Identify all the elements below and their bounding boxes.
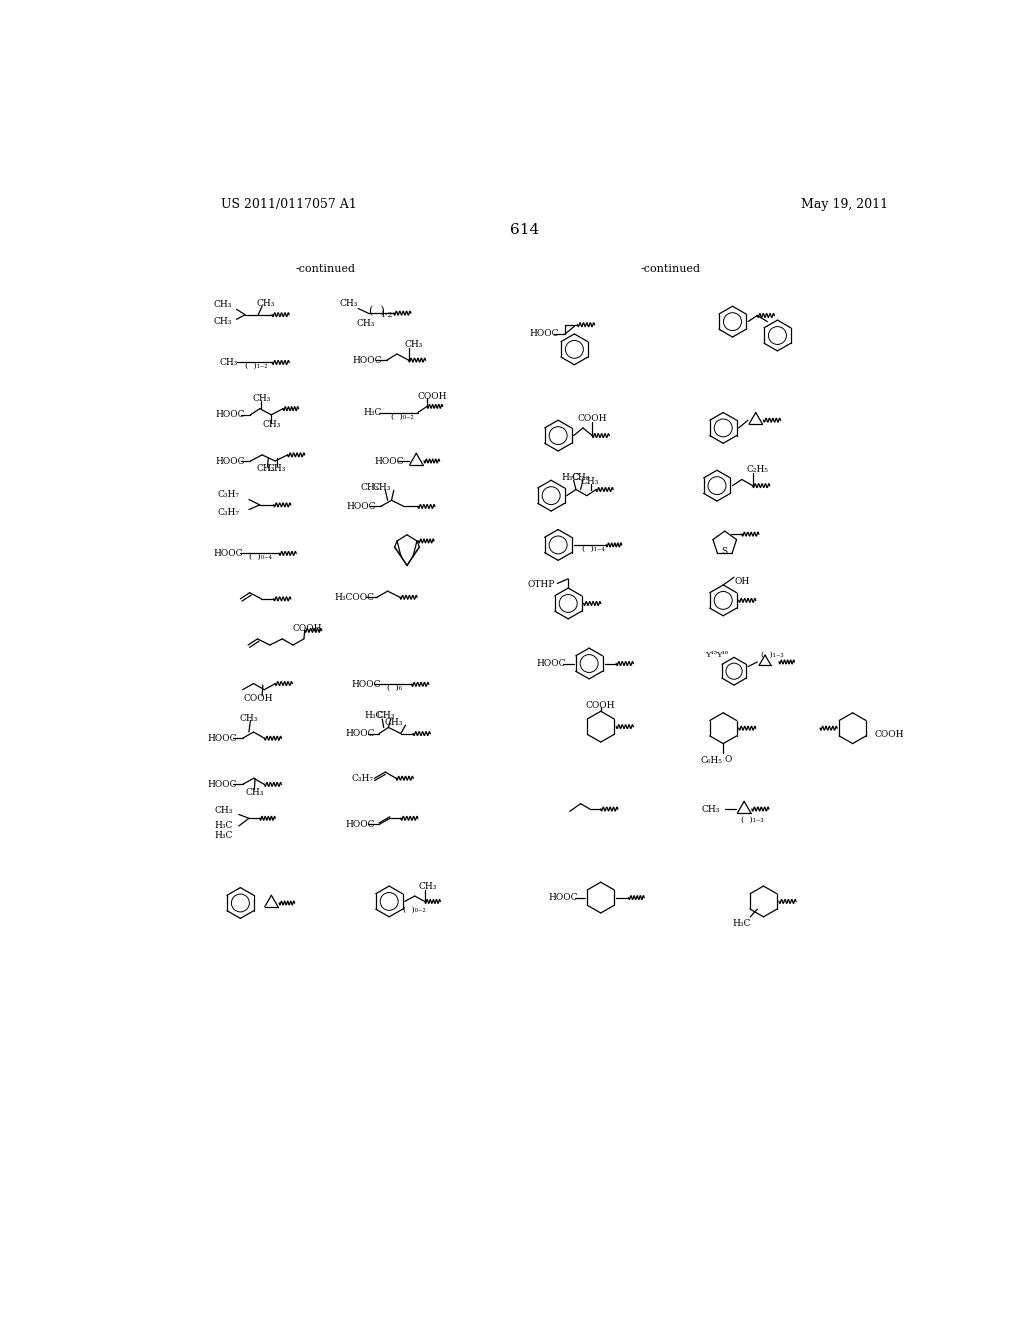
Text: COOH: COOH [292, 623, 322, 632]
Text: CH₃: CH₃ [214, 807, 232, 814]
Text: HOOC: HOOC [537, 659, 566, 668]
Text: CH₃: CH₃ [213, 317, 231, 326]
Text: HOOC: HOOC [345, 729, 375, 738]
Text: H₃C: H₃C [732, 919, 751, 928]
Text: H₃C: H₃C [365, 711, 383, 721]
Text: HOOC: HOOC [345, 820, 375, 829]
Text: HOOC: HOOC [208, 734, 238, 743]
Text: (  ): ( ) [369, 306, 385, 315]
Text: OH: OH [735, 577, 751, 586]
Text: CH₃: CH₃ [340, 300, 358, 309]
Text: H₃COOC: H₃COOC [335, 593, 375, 602]
Text: CH₃: CH₃ [262, 420, 281, 429]
Text: CH₃: CH₃ [701, 805, 720, 813]
Text: CH₃: CH₃ [240, 714, 258, 723]
Text: OTHP: OTHP [527, 581, 555, 590]
Text: 614: 614 [510, 223, 540, 238]
Text: US 2011/0117057 A1: US 2011/0117057 A1 [221, 198, 356, 211]
Text: CH₃: CH₃ [257, 298, 275, 308]
Text: Y¹⁵: Y¹⁵ [705, 651, 717, 659]
Text: HOOC: HOOC [529, 330, 559, 338]
Text: CH₃: CH₃ [252, 395, 270, 403]
Text: H₃C: H₃C [364, 408, 382, 417]
Text: (  )₆: ( )₆ [387, 684, 402, 692]
Text: H₃C: H₃C [214, 821, 232, 830]
Text: CH₃: CH₃ [213, 300, 231, 309]
Text: CH₃: CH₃ [373, 483, 390, 491]
Text: CH₃: CH₃ [404, 341, 422, 350]
Text: -continued: -continued [640, 264, 700, 273]
Text: CH₃: CH₃ [385, 718, 403, 726]
Text: CH₃: CH₃ [257, 465, 275, 473]
Text: CH₃: CH₃ [581, 478, 599, 486]
Text: COOH: COOH [586, 701, 615, 710]
Text: COOH: COOH [578, 414, 607, 424]
Text: -continued: -continued [296, 264, 355, 273]
Text: Y¹⁶: Y¹⁶ [717, 651, 728, 659]
Text: May 19, 2011: May 19, 2011 [801, 198, 888, 211]
Text: CH₃: CH₃ [571, 474, 590, 482]
Text: C₃H₇: C₃H₇ [218, 491, 240, 499]
Text: CH₃: CH₃ [376, 711, 394, 721]
Text: (  )₀₋₂: ( )₀₋₂ [391, 412, 414, 420]
Text: COOH: COOH [244, 694, 273, 704]
Text: HOOC: HOOC [208, 780, 238, 789]
Text: HOOC: HOOC [346, 502, 376, 511]
Text: (  )₁₋₃: ( )₁₋₃ [740, 816, 763, 824]
Text: S: S [722, 546, 728, 556]
Text: CH₃: CH₃ [267, 465, 286, 473]
Text: HOOC: HOOC [548, 894, 578, 902]
Text: HOOC: HOOC [216, 457, 245, 466]
Text: (  )₁₋₂: ( )₁₋₂ [245, 362, 267, 371]
Text: (  )₀₋₄: ( )₀₋₄ [249, 553, 272, 561]
Text: HOOC: HOOC [213, 549, 243, 558]
Text: CH₃: CH₃ [246, 788, 264, 797]
Text: (  )₁₋₄: ( )₁₋₄ [582, 545, 604, 553]
Text: HOOC: HOOC [351, 680, 381, 689]
Text: CH₃: CH₃ [219, 358, 238, 367]
Text: H₃C: H₃C [561, 474, 580, 482]
Text: HOOC: HOOC [352, 355, 382, 364]
Text: CH₃: CH₃ [360, 483, 379, 491]
Text: CH₃: CH₃ [419, 882, 437, 891]
Text: O: O [724, 755, 731, 763]
Text: (  )₀₋₂: ( )₀₋₂ [403, 906, 426, 913]
Text: COOH: COOH [417, 392, 446, 401]
Text: CH₃: CH₃ [356, 319, 375, 329]
Text: 1-2: 1-2 [380, 310, 392, 318]
Text: (  )₁₋₃: ( )₁₋₃ [762, 651, 784, 659]
Text: H₃C: H₃C [214, 832, 232, 841]
Text: C₃H₇: C₃H₇ [218, 508, 240, 517]
Text: C₆H₅: C₆H₅ [700, 756, 723, 766]
Text: C₂H₅: C₂H₅ [746, 465, 768, 474]
Text: C₃H₇: C₃H₇ [351, 774, 373, 783]
Text: COOH: COOH [874, 730, 904, 739]
Text: HOOC: HOOC [216, 411, 245, 420]
Text: HOOC: HOOC [375, 457, 403, 466]
